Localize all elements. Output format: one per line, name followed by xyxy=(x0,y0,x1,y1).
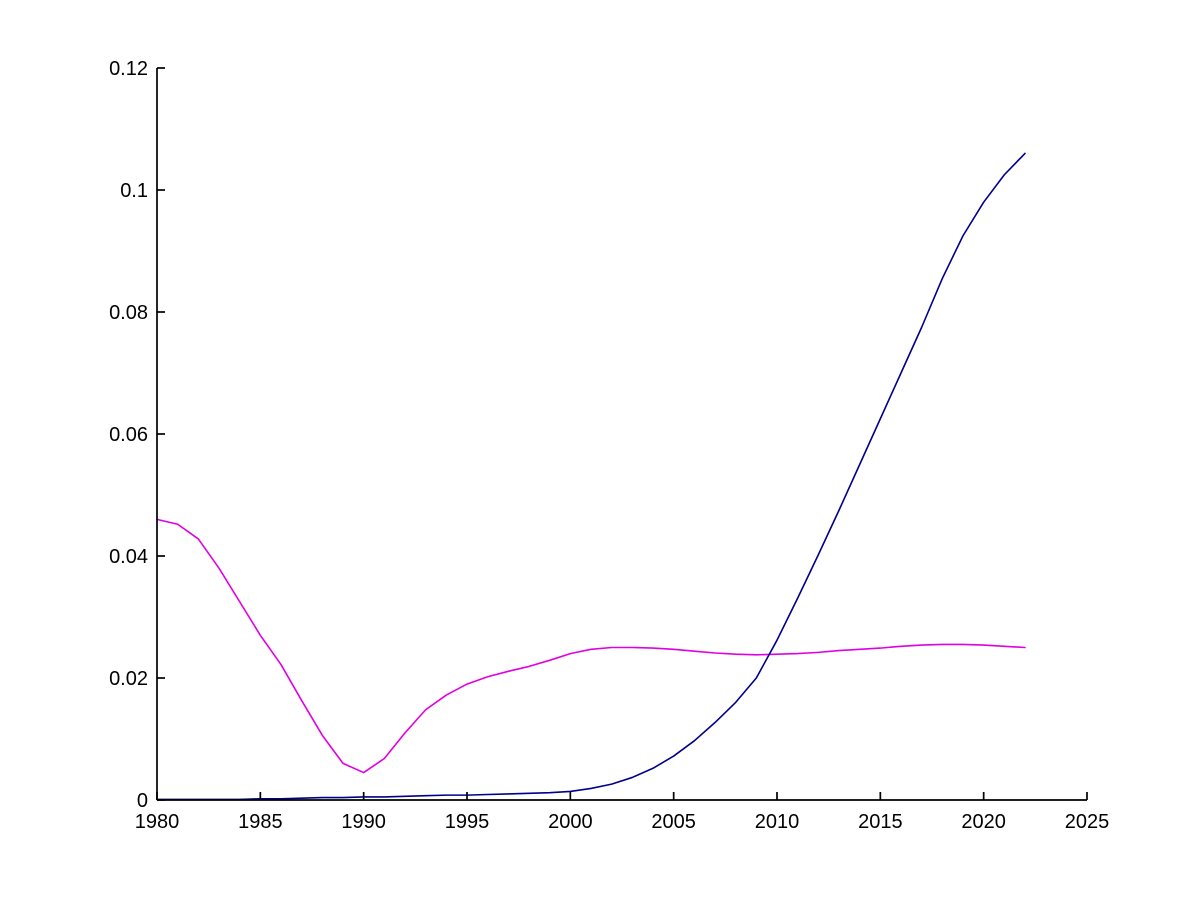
x-tick-label: 2015 xyxy=(858,811,903,833)
x-tick-label: 2010 xyxy=(755,811,800,833)
y-tick-label: 0.06 xyxy=(109,424,148,446)
y-tick-label: 0.02 xyxy=(109,668,148,690)
y-tick-label: 0.04 xyxy=(109,546,148,568)
y-tick-label: 0.12 xyxy=(109,58,148,80)
x-tick-label: 1980 xyxy=(135,811,180,833)
y-tick-label: 0.08 xyxy=(109,302,148,324)
y-tick-label: 0 xyxy=(137,790,148,812)
x-tick-label: 1990 xyxy=(341,811,386,833)
x-tick-label: 1995 xyxy=(445,811,490,833)
navy-series-line xyxy=(156,152,1026,801)
x-tick-label: 2000 xyxy=(548,811,593,833)
x-tick-label: 2005 xyxy=(651,811,696,833)
y-tick-label: 0.1 xyxy=(120,180,148,202)
x-tick-label: 2025 xyxy=(1065,811,1110,833)
magenta-series-line xyxy=(156,518,1026,774)
x-tick-label: 1985 xyxy=(238,811,283,833)
x-tick-label: 2020 xyxy=(961,811,1006,833)
